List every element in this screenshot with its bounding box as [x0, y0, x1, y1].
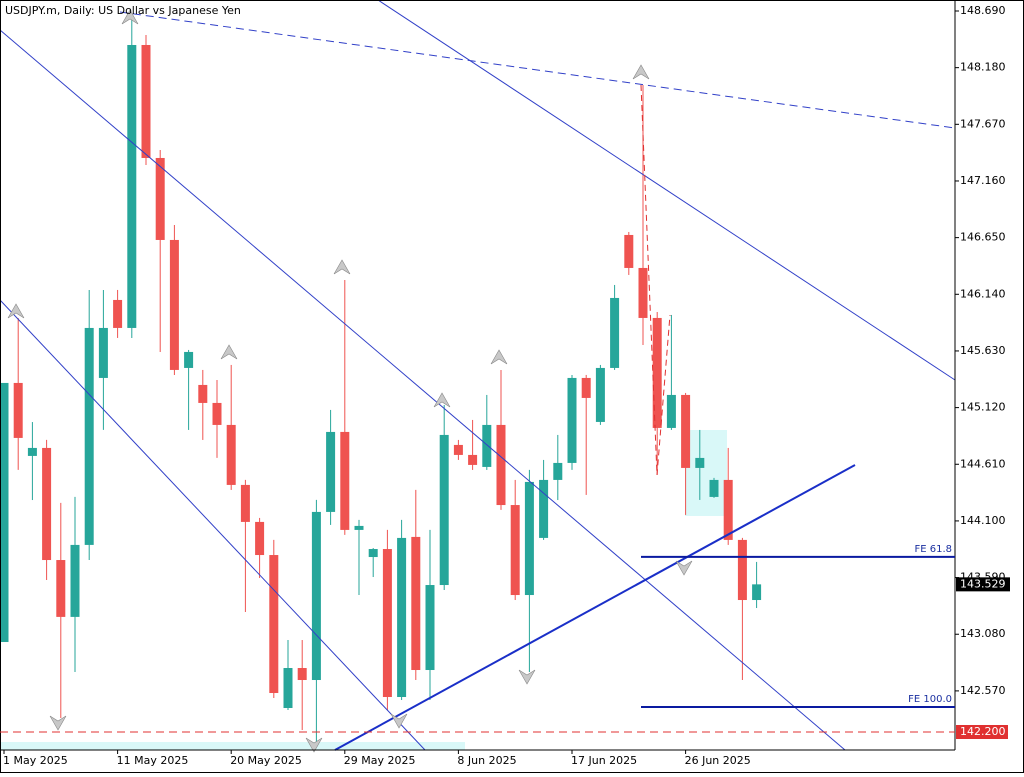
- candle-body: [70, 544, 80, 617]
- candle-body: [212, 402, 222, 425]
- candle-body: [652, 317, 662, 428]
- candle-body: [425, 585, 435, 671]
- x-tick-label: 20 May 2025: [230, 754, 302, 767]
- candle-body: [269, 555, 279, 694]
- candle-body: [13, 382, 23, 438]
- candle-body: [397, 537, 407, 698]
- y-tick-label: 146.650: [960, 231, 1006, 244]
- candle-body: [567, 377, 577, 463]
- fractal-arrows: [7, 9, 693, 753]
- candle-body: [98, 327, 108, 378]
- candle-body: [240, 484, 250, 522]
- candle-body: [752, 584, 762, 601]
- x-tick-label: 26 Jun 2025: [685, 754, 751, 767]
- y-tick-label: 147.160: [960, 174, 1006, 187]
- candle-body: [595, 367, 605, 422]
- candle-body: [581, 377, 591, 398]
- candle-body: [737, 539, 747, 601]
- y-tick-label: 148.180: [960, 61, 1006, 74]
- candle-body: [624, 234, 634, 268]
- y-tick-label: 143.080: [960, 627, 1006, 640]
- candle-body: [496, 424, 506, 506]
- candle-body: [510, 505, 520, 596]
- highlight-zone: [685, 430, 727, 516]
- candle-body: [311, 511, 321, 681]
- y-tick-label: 145.630: [960, 344, 1006, 357]
- y-tick-label: 144.100: [960, 514, 1006, 527]
- candle-body: [382, 549, 392, 698]
- x-tick-label: 29 May 2025: [344, 754, 416, 767]
- candle-body: [283, 668, 293, 709]
- highlight-zone: [0, 742, 465, 750]
- candle-body: [666, 394, 676, 428]
- candle-body: [27, 447, 37, 456]
- candle-body: [84, 327, 94, 545]
- trend-line: [0, 299, 426, 751]
- candle-body: [354, 525, 364, 530]
- x-tick-label: 17 Jun 2025: [571, 754, 637, 767]
- candle-body: [226, 424, 236, 485]
- candle-body: [411, 536, 421, 671]
- trend-line: [334, 464, 856, 751]
- candle-body: [127, 44, 137, 328]
- y-tick-label: 146.140: [960, 287, 1006, 300]
- candle-body: [453, 444, 463, 455]
- fibo-line: [640, 84, 671, 476]
- candle-body: [610, 297, 620, 368]
- candle-body: [368, 549, 378, 558]
- candle-body: [141, 44, 151, 158]
- x-tick-label: 11 May 2025: [117, 754, 189, 767]
- candle-body: [169, 239, 179, 370]
- candle-body: [723, 479, 733, 540]
- y-tick-label: 142.570: [960, 684, 1006, 697]
- candle-body: [638, 267, 648, 318]
- candle-body: [524, 481, 534, 596]
- candle-body: [0, 382, 9, 643]
- y-tick-label: 147.670: [960, 117, 1006, 130]
- x-tick-label: 1 May 2025: [3, 754, 68, 767]
- y-tick-label: 144.610: [960, 457, 1006, 470]
- candle-body: [56, 560, 66, 617]
- candle-body: [255, 521, 265, 556]
- candle-body: [155, 157, 165, 240]
- fe-label: FE 100.0: [908, 694, 952, 705]
- trend-line: [0, 29, 846, 751]
- candle-body: [695, 457, 705, 468]
- fe-label: FE 61.8: [914, 544, 952, 555]
- trend-line: [377, 0, 956, 381]
- candle-body: [709, 479, 719, 497]
- candle-body: [681, 394, 691, 468]
- candle-body: [297, 668, 307, 681]
- price-tag: [956, 725, 1008, 740]
- current-price-label: 143.529: [960, 577, 1006, 590]
- candle-body: [468, 454, 478, 465]
- current-price-tag: [956, 577, 1010, 592]
- x-tick-label: 8 Jun 2025: [457, 754, 516, 767]
- candle-body: [42, 447, 52, 561]
- candle-body: [340, 431, 350, 530]
- candle-body: [482, 424, 492, 467]
- y-tick-label: 148.690: [960, 4, 1006, 17]
- y-tick-label: 145.120: [960, 401, 1006, 414]
- candle-body: [553, 462, 563, 480]
- candle-body: [439, 434, 449, 586]
- candle-body: [198, 384, 208, 403]
- price-tag-label: 142.200: [960, 725, 1006, 738]
- trend-line: [119, 11, 956, 129]
- candle-body: [184, 351, 194, 368]
- candle-body: [113, 299, 123, 328]
- chart-title: USDJPY.m, Daily: US Dollar vs Japanese Y…: [5, 4, 241, 17]
- candle-body: [539, 479, 549, 538]
- candle-body: [326, 431, 336, 512]
